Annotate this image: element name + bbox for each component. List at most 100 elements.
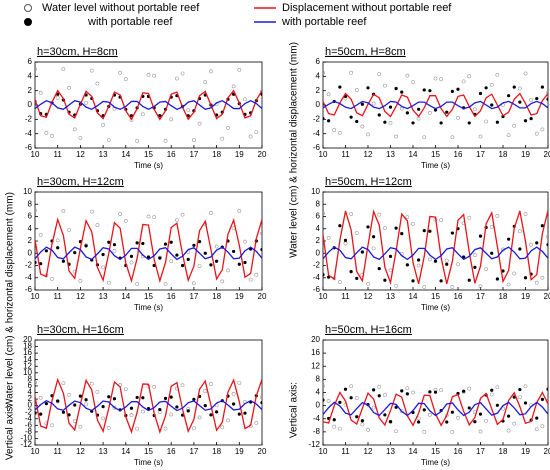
data-point: [95, 389, 100, 394]
data-point: [123, 387, 128, 392]
data-point: [140, 409, 145, 414]
x-tick-label: 15: [144, 447, 153, 456]
data-point: [478, 91, 483, 96]
data-point: [450, 285, 455, 289]
data-point: [332, 418, 336, 422]
legend-swatch: [24, 18, 32, 26]
data-point: [231, 391, 236, 396]
y-tick-label: 0: [28, 401, 33, 410]
data-point: [388, 105, 393, 109]
x-tick-label: 13: [386, 150, 395, 159]
data-point: [439, 77, 444, 82]
y-tick-label: 4: [316, 224, 321, 233]
y-tick-label: 10: [23, 187, 32, 196]
series-line: [323, 92, 548, 118]
data-point: [209, 382, 213, 386]
panel-title: h=30cm, H=16cm: [37, 324, 124, 336]
y-tick-label: 6: [316, 212, 321, 221]
data-point: [377, 266, 381, 271]
data-point: [146, 73, 151, 77]
data-point: [371, 405, 376, 410]
x-tick-label: 19: [521, 150, 530, 159]
data-point: [461, 79, 466, 84]
data-point: [55, 95, 60, 100]
data-point: [226, 126, 230, 130]
y-tick-label: 10: [311, 187, 320, 196]
data-point: [445, 420, 449, 424]
y-axis-note: Vertical axis:: [289, 382, 300, 438]
data-point: [343, 241, 348, 246]
data-point: [61, 259, 65, 263]
x-tick-label: 12: [364, 150, 373, 159]
data-point: [394, 283, 399, 288]
data-point: [349, 270, 353, 274]
data-point: [260, 395, 262, 399]
data-point: [67, 85, 71, 90]
data-point: [467, 121, 471, 125]
data-point: [467, 74, 472, 79]
y-tick-label: -2: [25, 261, 33, 270]
data-point: [248, 277, 253, 282]
y-tick-label: 2: [316, 86, 321, 95]
y-tick-label: 2: [28, 236, 33, 245]
data-point: [101, 252, 105, 257]
data-point: [450, 89, 454, 93]
x-tick-label: 16: [167, 447, 176, 456]
data-point: [158, 407, 162, 412]
data-point: [546, 234, 548, 239]
data-point: [50, 423, 54, 428]
data-point: [355, 415, 359, 419]
data-point: [546, 90, 548, 95]
y-tick-label: -4: [25, 129, 33, 138]
y-tick-label: -2: [25, 114, 33, 123]
data-point: [366, 281, 370, 286]
data-point: [152, 215, 157, 220]
data-point: [495, 403, 499, 407]
data-point: [506, 428, 511, 433]
x-tick-label: 17: [189, 447, 198, 456]
plot-area: [35, 377, 262, 434]
data-point: [400, 232, 404, 236]
data-point: [411, 279, 415, 283]
data-point: [84, 402, 88, 407]
data-point: [428, 390, 432, 394]
x-tick-label: 18: [499, 447, 508, 456]
x-tick-label: 19: [235, 447, 244, 456]
data-point: [232, 249, 236, 254]
data-point: [456, 87, 460, 91]
data-point: [405, 73, 410, 78]
data-point: [411, 121, 415, 125]
data-point: [540, 85, 544, 89]
legend-swatch: [24, 4, 32, 12]
x-tick-label: 15: [431, 447, 440, 456]
data-point: [260, 92, 262, 96]
data-point: [186, 108, 191, 112]
y-tick-label: 2: [28, 394, 33, 403]
x-tick-label: 13: [99, 447, 108, 456]
x-tick-label: 17: [476, 150, 485, 159]
x-tick-label: 11: [341, 150, 350, 159]
data-point: [535, 416, 539, 420]
x-axis-label: Time (s): [134, 303, 163, 312]
data-point: [400, 90, 404, 94]
data-point: [323, 117, 325, 121]
data-point: [260, 247, 262, 252]
data-point: [540, 127, 545, 132]
panel-title: h=50cm, H=12cm: [325, 176, 412, 188]
data-point: [215, 410, 219, 414]
data-point: [84, 398, 88, 402]
data-point: [427, 412, 432, 417]
data-point: [546, 243, 548, 247]
data-point: [546, 97, 548, 101]
x-tick-label: 16: [454, 447, 463, 456]
data-point: [197, 415, 202, 420]
series-line: [35, 399, 262, 412]
data-point: [472, 107, 477, 112]
x-tick-label: 17: [476, 292, 485, 301]
y-tick-label: 20: [23, 335, 32, 344]
data-point: [512, 85, 516, 89]
data-point: [411, 80, 415, 84]
y-tick-label: -2: [313, 261, 321, 270]
data-point: [439, 121, 443, 125]
